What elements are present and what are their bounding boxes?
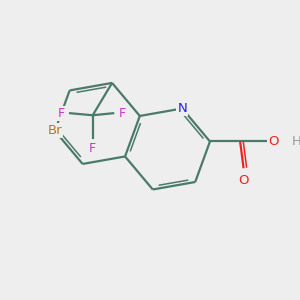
Text: N: N (177, 102, 187, 115)
Text: F: F (118, 106, 125, 120)
Text: O: O (268, 135, 279, 148)
Text: O: O (238, 174, 249, 188)
Text: F: F (58, 106, 65, 120)
Text: Br: Br (48, 124, 62, 137)
Text: F: F (89, 142, 96, 155)
Text: H: H (292, 135, 300, 148)
